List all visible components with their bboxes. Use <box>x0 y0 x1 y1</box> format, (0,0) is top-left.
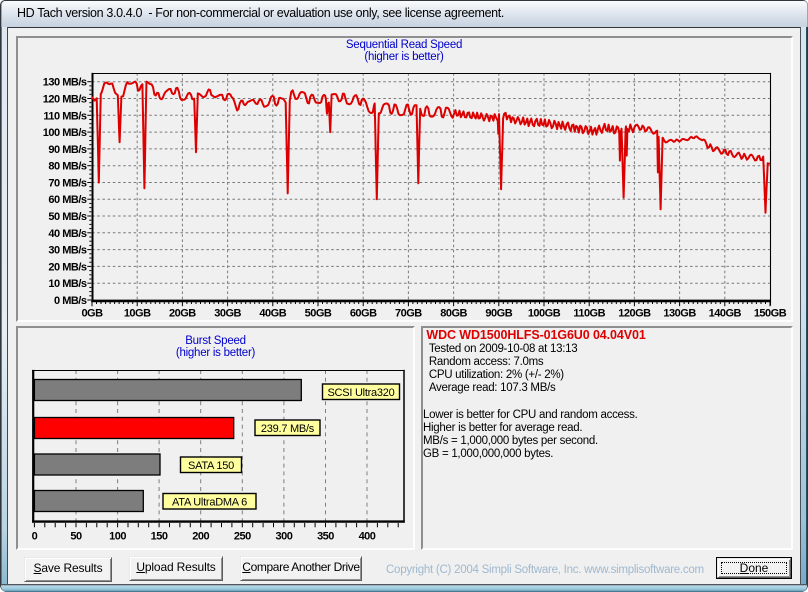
svg-text:239.7 MB/s: 239.7 MB/s <box>261 423 315 435</box>
svg-text:300: 300 <box>275 531 292 543</box>
svg-text:150: 150 <box>151 531 168 543</box>
svg-text:20GB: 20GB <box>169 308 196 320</box>
svg-text:200: 200 <box>192 531 209 543</box>
svg-text:30GB: 30GB <box>214 308 241 320</box>
svg-text:100 MB/s: 100 MB/s <box>43 127 87 139</box>
svg-text:0GB: 0GB <box>81 308 103 320</box>
svg-text:50: 50 <box>70 531 82 543</box>
svg-text:80GB: 80GB <box>440 308 467 320</box>
svg-text:SATA 150: SATA 150 <box>188 460 234 472</box>
svg-text:90 MB/s: 90 MB/s <box>48 144 86 156</box>
svg-text:0 MB/s: 0 MB/s <box>54 295 87 307</box>
svg-text:70GB: 70GB <box>395 308 422 320</box>
svg-text:120GB: 120GB <box>618 308 651 320</box>
svg-text:100: 100 <box>109 531 126 543</box>
svg-text:60 MB/s: 60 MB/s <box>48 194 86 206</box>
svg-text:SCSI Ultra320: SCSI Ultra320 <box>327 387 394 399</box>
svg-text:250: 250 <box>234 531 251 543</box>
svg-text:90GB: 90GB <box>485 308 512 320</box>
svg-text:130GB: 130GB <box>663 308 696 320</box>
svg-text:10GB: 10GB <box>124 308 151 320</box>
svg-text:130 MB/s: 130 MB/s <box>43 77 87 89</box>
svg-text:40GB: 40GB <box>259 308 286 320</box>
svg-text:50 MB/s: 50 MB/s <box>48 211 86 223</box>
svg-text:80 MB/s: 80 MB/s <box>48 161 86 173</box>
svg-text:ATA UltraDMA 6: ATA UltraDMA 6 <box>172 497 247 509</box>
svg-text:70 MB/s: 70 MB/s <box>48 178 86 190</box>
svg-text:20 MB/s: 20 MB/s <box>48 261 86 273</box>
svg-text:40 MB/s: 40 MB/s <box>48 228 86 240</box>
svg-text:350: 350 <box>317 531 334 543</box>
svg-text:100GB: 100GB <box>528 308 561 320</box>
svg-text:60GB: 60GB <box>350 308 377 320</box>
svg-text:140GB: 140GB <box>709 308 742 320</box>
svg-text:120 MB/s: 120 MB/s <box>43 94 87 106</box>
svg-text:400: 400 <box>359 531 376 543</box>
svg-text:0: 0 <box>32 531 38 543</box>
svg-text:110 MB/s: 110 MB/s <box>43 110 86 122</box>
svg-text:10 MB/s: 10 MB/s <box>48 278 86 290</box>
svg-text:150GB: 150GB <box>754 308 787 320</box>
svg-text:50GB: 50GB <box>305 308 332 320</box>
svg-text:110GB: 110GB <box>573 308 605 320</box>
svg-text:30 MB/s: 30 MB/s <box>48 245 86 257</box>
